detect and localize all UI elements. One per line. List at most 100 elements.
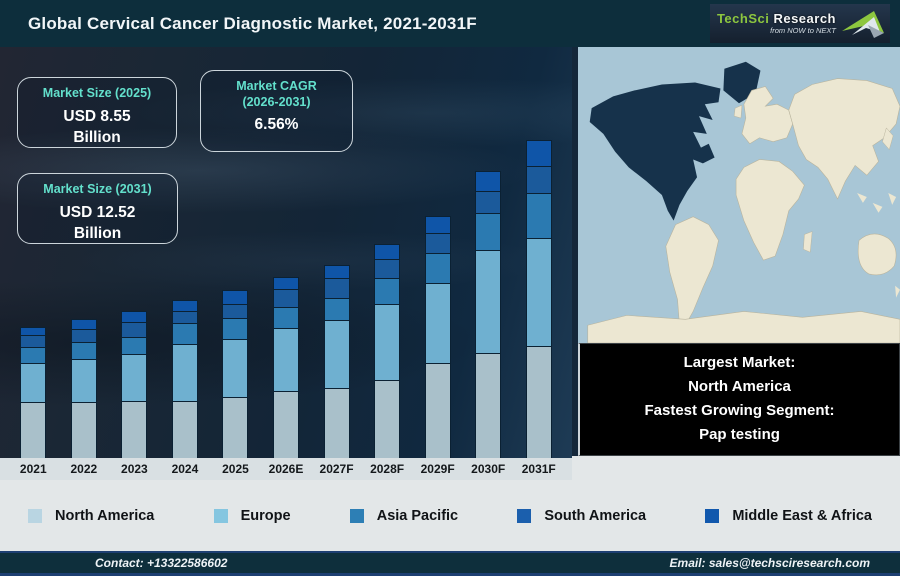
segment-middle-east-africa	[171, 300, 198, 311]
segment-asia-pacific	[424, 253, 451, 283]
map-south-america	[665, 216, 719, 326]
callout-line-1: Largest Market:	[683, 354, 796, 371]
stacked-bar	[273, 277, 299, 458]
segment-europe	[222, 339, 249, 397]
legend-swatch-asia-pacific	[349, 508, 364, 523]
market-size-2031-box: Market Size (2031) USD 12.52 Billion	[17, 173, 178, 244]
legend-item-asia-pacific: Asia Pacific	[349, 507, 459, 524]
map-madagascar	[803, 231, 813, 253]
segment-europe	[475, 250, 502, 353]
techsci-logo: TechSci Research from NOW to NEXT	[710, 4, 890, 43]
plot-area: Market Size (2025) USD 8.55 Billion Mark…	[0, 47, 572, 458]
segment-middle-east-africa	[323, 265, 350, 278]
legend-label-south-america: South America	[544, 507, 647, 524]
footer-email: Email: sales@techsciresearch.com	[669, 556, 870, 570]
legend-swatch-middle-east-africa	[705, 508, 720, 523]
footer-contact: Contact: +13322586602	[95, 556, 228, 570]
axis-labels: 2021 2022 2023 2024 2025 2026E 2027F 2028F 2029F…	[0, 458, 572, 480]
axis-label-2021: 2021	[19, 462, 47, 476]
axis-label-2031f: 2031F	[521, 462, 556, 476]
stacked-bar	[20, 327, 47, 458]
stacked-bar	[424, 216, 451, 458]
segment-europe	[323, 320, 350, 388]
map-australia	[857, 233, 897, 276]
callout-line-3: Fastest Growing Segment:	[644, 402, 835, 419]
segment-europe	[273, 328, 299, 391]
axis-label-2022: 2022	[70, 462, 98, 476]
page-title: Global Cervical Cancer Diagnostic Market…	[28, 13, 477, 33]
legend-label-north-america: North America	[55, 507, 155, 524]
legend-item-europe: Europe	[213, 507, 291, 524]
stacked-bar	[525, 140, 552, 458]
map-asia	[788, 78, 900, 200]
bar-2025	[210, 290, 261, 458]
stacked-bar	[323, 265, 350, 458]
stacked-bar	[121, 311, 148, 458]
market-cagr-label-line2: (2026-2031)	[242, 94, 311, 109]
segment-europe	[70, 359, 97, 402]
world-map-svg	[578, 47, 900, 343]
segment-middle-east-africa	[475, 171, 502, 191]
market-size-2025-unit: Billion	[73, 129, 121, 147]
stacked-bar	[374, 244, 401, 458]
segment-europe	[525, 238, 552, 346]
segment-middle-east-africa	[70, 319, 97, 329]
bar-2021	[8, 327, 59, 458]
segment-europe	[424, 283, 451, 363]
market-size-2025-label: Market Size (2025)	[42, 86, 152, 100]
segment-south-america	[323, 278, 350, 298]
segment-north-america	[273, 391, 299, 458]
segment-north-america	[475, 353, 502, 458]
legend-label-europe: Europe	[240, 507, 291, 524]
bar-2030f	[463, 171, 514, 458]
segment-south-america	[222, 304, 249, 318]
logo-part2: Research	[773, 10, 836, 26]
segment-europe	[20, 363, 47, 402]
segment-middle-east-africa	[424, 216, 451, 233]
legend-band: North America Europe Asia Pacific South Ame…	[0, 480, 900, 551]
segment-asia-pacific	[273, 307, 299, 328]
side-panel: Largest Market: North America Fastest Gr…	[572, 47, 900, 480]
logo-tagline: from NOW to NEXT	[770, 26, 836, 36]
segment-asia-pacific	[70, 342, 97, 359]
legend-swatch-south-america	[517, 508, 532, 523]
largest-market-callout: Largest Market: North America Fastest Gr…	[578, 343, 900, 456]
stacked-bar	[70, 319, 97, 458]
legend-label-middle-east-africa: Middle East & Africa	[732, 507, 872, 524]
segment-north-america	[374, 380, 401, 458]
market-cagr-box: Market CAGR (2026-2031) 6.56%	[200, 70, 353, 152]
stacked-bar	[222, 290, 249, 458]
market-cagr-value: 6.56%	[254, 116, 299, 134]
legend-swatch-europe	[213, 508, 228, 523]
chart-panel: Market Size (2025) USD 8.55 Billion Mark…	[0, 47, 572, 480]
segment-south-america	[20, 335, 47, 347]
segment-north-america	[70, 402, 97, 458]
segment-south-america	[273, 289, 299, 307]
map-north-america	[589, 82, 721, 221]
axis-label-2026e: 2026E	[268, 462, 304, 476]
map-indonesia-1	[857, 193, 867, 203]
stacked-bar	[475, 171, 502, 458]
segment-middle-east-africa	[20, 327, 47, 335]
market-size-2025-box: Market Size (2025) USD 8.55 Billion	[17, 77, 177, 148]
market-size-2031-unit: Billion	[73, 225, 122, 243]
market-size-2025-value: USD 8.55 Billion	[18, 106, 176, 149]
bar-2028f	[362, 244, 413, 458]
bar-2029f	[412, 216, 463, 458]
bar-2022	[59, 319, 110, 458]
bar-2026e	[261, 277, 312, 458]
map-new-zealand	[895, 285, 900, 298]
axis-label-2025: 2025	[222, 462, 249, 476]
axis-label-2028f: 2028F	[370, 462, 405, 476]
market-size-2031-value: USD 12.52 Billion	[18, 202, 177, 245]
segment-north-america	[121, 401, 148, 458]
legend: North America Europe Asia Pacific South Ame…	[0, 508, 900, 524]
bar-2031f	[513, 140, 564, 458]
map-africa	[735, 159, 805, 261]
header: Global Cervical Cancer Diagnostic Market…	[0, 0, 900, 47]
legend-label-asia-pacific: Asia Pacific	[376, 507, 459, 524]
axis-label-2023: 2023	[121, 462, 148, 476]
footer: Contact: +13322586602 Email: sales@techs…	[0, 551, 900, 576]
segment-asia-pacific	[121, 337, 148, 354]
segment-asia-pacific	[171, 323, 198, 344]
